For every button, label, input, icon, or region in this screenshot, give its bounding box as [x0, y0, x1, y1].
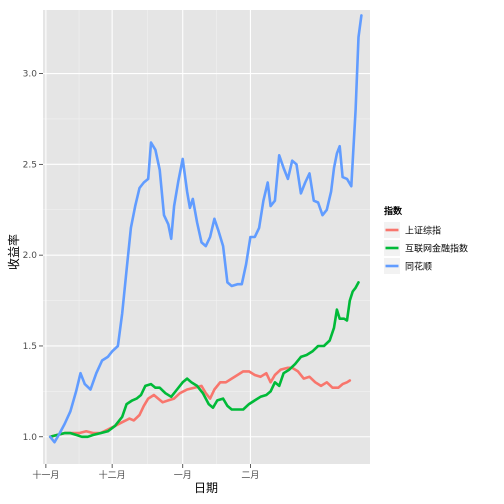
y-tick-label: 2.5: [23, 160, 37, 170]
series-line-2: [48, 281, 360, 439]
series-line-3: [48, 14, 363, 444]
x-tick-label: 十二月: [99, 469, 126, 481]
y-axis-title: 收益率: [6, 234, 21, 270]
legend-label-2: 互联网金融指数: [405, 243, 468, 255]
y-tick-label: 3.0: [23, 70, 38, 80]
x-tick-label: 十一月: [32, 469, 59, 481]
legend-title: 指数: [384, 205, 403, 217]
y-tick-label: 1.5: [23, 342, 37, 352]
x-axis-title: 日期: [194, 481, 218, 495]
plot-panel: [43, 10, 370, 464]
x-tick-label: 二月: [241, 470, 259, 481]
x-tick-label: 一月: [174, 470, 192, 481]
y-tick-label: 1.0: [23, 433, 38, 443]
legend-label-3: 同花顺: [405, 261, 432, 273]
legend-label-1: 上证综指: [405, 225, 441, 237]
y-tick-label: 2.0: [23, 251, 38, 261]
